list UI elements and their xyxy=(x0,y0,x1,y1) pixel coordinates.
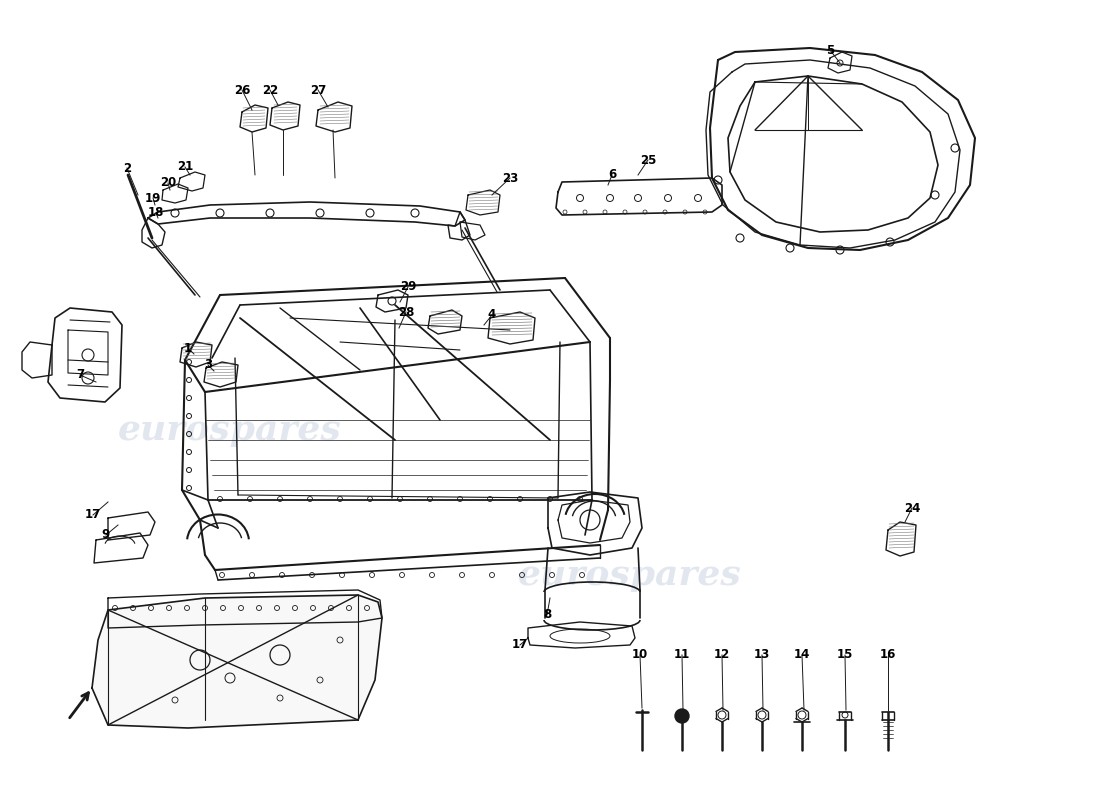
Text: 19: 19 xyxy=(145,191,162,205)
Text: 1: 1 xyxy=(184,342,192,354)
Text: 9: 9 xyxy=(102,529,110,542)
Text: 18: 18 xyxy=(147,206,164,219)
Text: 26: 26 xyxy=(234,83,250,97)
Text: 28: 28 xyxy=(398,306,415,318)
Text: 7: 7 xyxy=(76,369,84,382)
Text: 5: 5 xyxy=(826,43,834,57)
Text: eurospares: eurospares xyxy=(518,558,741,592)
Circle shape xyxy=(675,709,689,723)
Text: 25: 25 xyxy=(640,154,657,166)
Text: 22: 22 xyxy=(262,83,278,97)
Text: 11: 11 xyxy=(674,649,690,662)
Text: 24: 24 xyxy=(904,502,921,514)
Text: 27: 27 xyxy=(310,83,326,97)
Text: 16: 16 xyxy=(880,649,896,662)
Polygon shape xyxy=(92,595,382,728)
Text: 3: 3 xyxy=(204,358,212,371)
Text: 17: 17 xyxy=(85,509,101,522)
Text: 8: 8 xyxy=(543,609,551,622)
Text: 4: 4 xyxy=(488,309,496,322)
Text: 20: 20 xyxy=(160,177,176,190)
Text: 10: 10 xyxy=(631,649,648,662)
Text: 23: 23 xyxy=(502,171,518,185)
Text: 13: 13 xyxy=(754,649,770,662)
Text: 29: 29 xyxy=(399,281,416,294)
Text: 21: 21 xyxy=(177,161,194,174)
Text: 17: 17 xyxy=(512,638,528,651)
Text: eurospares: eurospares xyxy=(118,413,342,447)
Text: 15: 15 xyxy=(837,649,854,662)
Text: 6: 6 xyxy=(608,169,616,182)
Text: 12: 12 xyxy=(714,649,730,662)
Text: 2: 2 xyxy=(123,162,131,174)
Text: 14: 14 xyxy=(794,649,811,662)
